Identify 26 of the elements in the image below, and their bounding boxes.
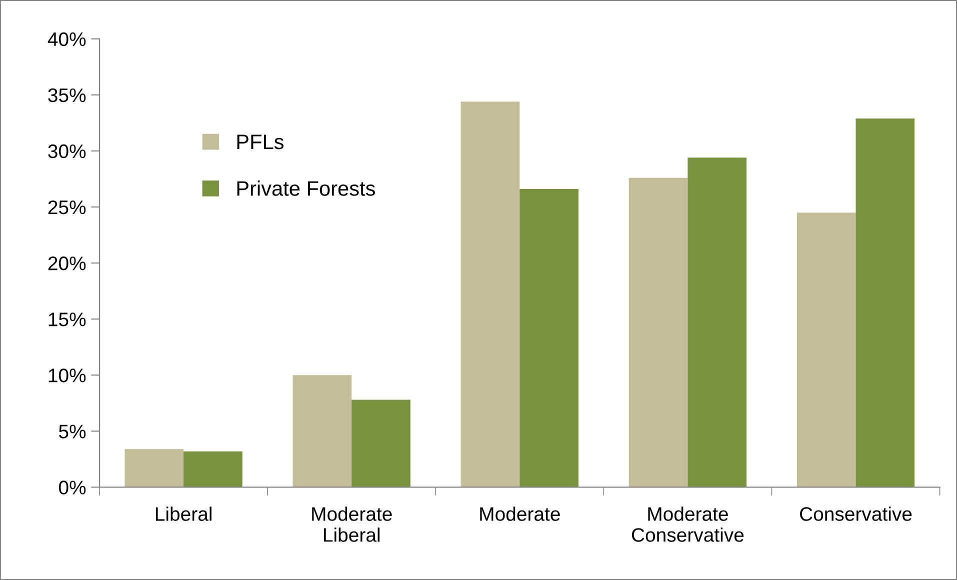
y-tick-label: 30%: [48, 144, 86, 158]
legend-label: PFLs: [237, 134, 284, 150]
bar: [460, 102, 520, 488]
bar: [352, 400, 410, 488]
y-tick-label: 25%: [48, 200, 86, 214]
y-tick-label: 15%: [48, 312, 86, 326]
y-tick-label: 10%: [48, 368, 86, 382]
y-tick-label: 20%: [48, 256, 86, 270]
y-tick-label: 0%: [58, 480, 86, 494]
y-tick-label: 35%: [48, 88, 86, 102]
bar: [520, 189, 578, 488]
bar: [124, 449, 184, 488]
x-tick-label: Moderate Liberal: [312, 506, 392, 542]
y-tick-label: 5%: [59, 424, 86, 438]
x-tick-label: Conservative: [800, 506, 912, 521]
x-tick-label: Liberal: [156, 506, 212, 521]
bar: [184, 451, 242, 488]
bar: [796, 212, 856, 488]
bar: [688, 158, 747, 488]
bar: [628, 178, 688, 488]
x-tick-label: Moderate: [480, 506, 560, 521]
x-tick-label: Moderate Conservative: [632, 506, 744, 542]
bar: [856, 118, 915, 488]
y-tick-label: 40%: [48, 32, 86, 46]
legend-label: Private Forests: [237, 180, 375, 196]
bar: [292, 375, 352, 488]
